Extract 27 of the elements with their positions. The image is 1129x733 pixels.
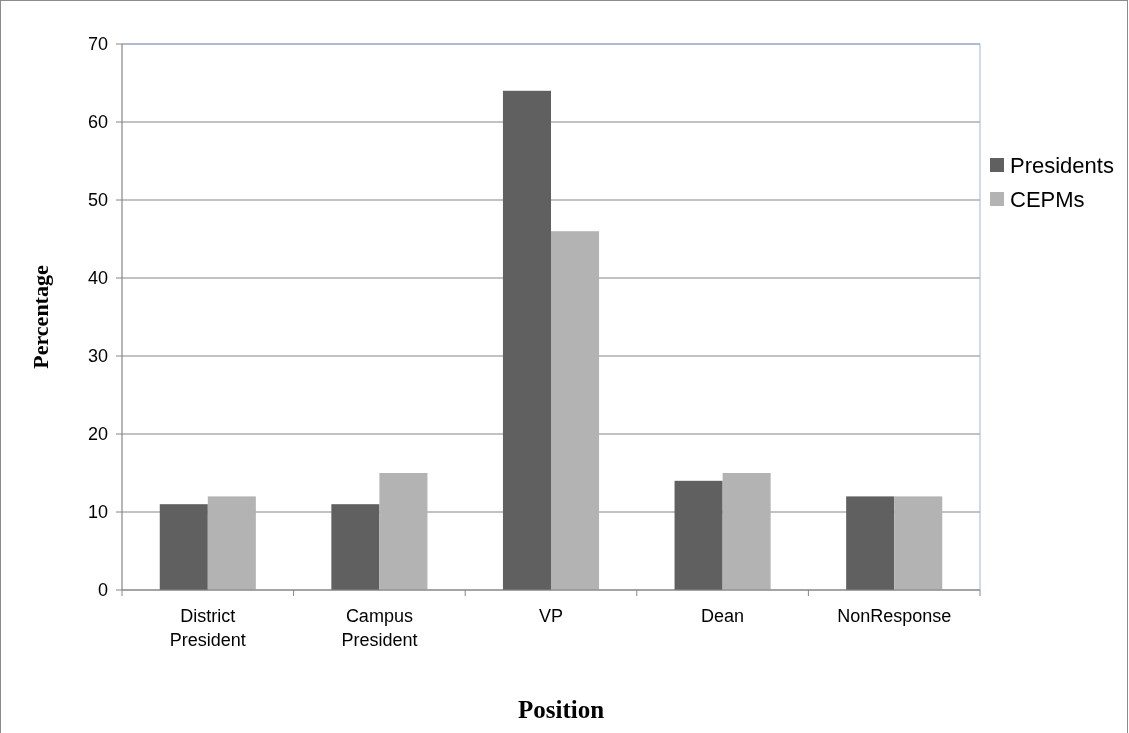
y-tick-label: 20 — [87, 424, 108, 445]
y-tick-label: 50 — [87, 190, 108, 211]
bar — [722, 473, 771, 590]
legend-label: Presidents — [1010, 152, 1114, 178]
bar — [674, 480, 723, 590]
x-tick-label: Campus President — [341, 606, 418, 650]
bar — [894, 496, 943, 590]
bar — [159, 504, 208, 590]
y-tick-label: 30 — [87, 346, 108, 367]
y-tick-label: 0 — [97, 580, 108, 601]
bar — [502, 90, 551, 590]
bar — [207, 496, 256, 590]
x-tick-label: VP — [538, 606, 564, 626]
y-tick-label: 10 — [87, 502, 108, 523]
x-tick-label: District President — [169, 606, 246, 650]
y-tick-label: 40 — [87, 268, 108, 289]
bar — [379, 473, 428, 590]
x-tick-label: Dean — [701, 606, 745, 626]
bar — [846, 496, 895, 590]
x-tick-label: NonResponse — [837, 606, 952, 626]
y-tick-label: 70 — [87, 34, 108, 55]
y-tick-label: 60 — [87, 112, 108, 133]
legend-label: CEPMs — [1010, 186, 1085, 212]
x-axis-title: Position — [517, 696, 605, 723]
bar — [551, 231, 600, 590]
y-axis-title: Percentage — [28, 265, 53, 369]
bar — [331, 504, 380, 590]
